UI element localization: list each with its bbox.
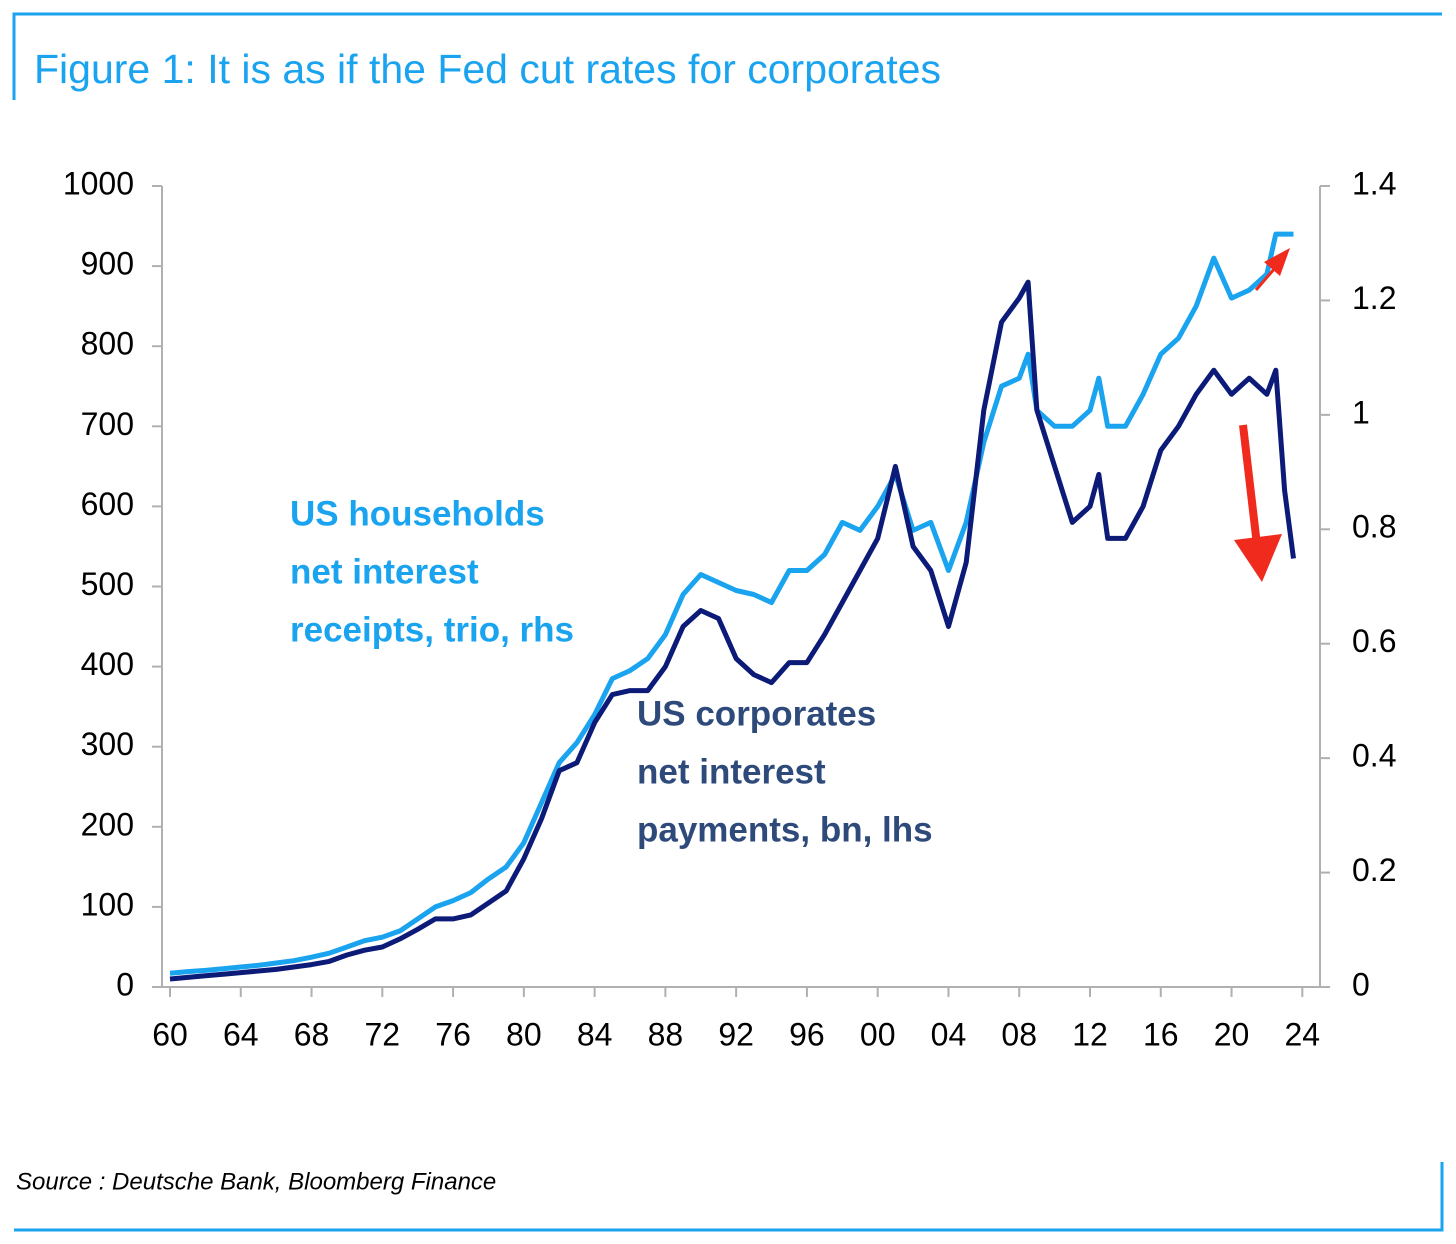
annotation: net interest (637, 752, 826, 791)
arrow-up (1254, 267, 1277, 291)
x-tick-label: 12 (1072, 1016, 1108, 1052)
x-tick-label: 08 (1001, 1016, 1037, 1052)
y-tick-label: 400 (81, 646, 134, 682)
annotation: net interest (290, 552, 479, 591)
y-tick-label: 0 (116, 966, 134, 1002)
x-tick-label: 88 (648, 1016, 684, 1052)
annotation: payments, bn, lhs (637, 810, 933, 849)
arrow-up-head (1264, 248, 1290, 276)
arrow-down (1239, 424, 1261, 546)
annotation: receipts, trio, rhs (290, 610, 574, 649)
y-tick-label: 500 (81, 566, 134, 602)
y2-tick-label: 1.4 (1352, 165, 1396, 201)
y-tick-label: 800 (81, 326, 134, 362)
x-tick-label: 60 (152, 1016, 188, 1052)
x-tick-label: 04 (931, 1016, 967, 1052)
y2-tick-label: 1.2 (1352, 280, 1396, 316)
y-tick-label: 200 (81, 806, 134, 842)
y-tick-label: 100 (81, 886, 134, 922)
source: Source : Deutsche Bank, Bloomberg Financ… (16, 1168, 496, 1195)
x-tick-label: 20 (1214, 1016, 1250, 1052)
annotation: US corporates (637, 694, 876, 733)
y-tick-label: 1000 (63, 165, 134, 201)
y-tick-label: 700 (81, 406, 134, 442)
y2-tick-label: 0.2 (1352, 852, 1396, 888)
arrow-down-head (1234, 534, 1282, 582)
x-tick-label: 84 (577, 1016, 613, 1052)
frame-top (12, 12, 1442, 100)
x-tick-label: 24 (1285, 1016, 1321, 1052)
series-line (169, 231, 1294, 976)
plot: 0100200300400500600700800900100000.20.40… (63, 165, 1397, 1052)
x-tick-label: 16 (1143, 1016, 1179, 1052)
y2-tick-label: 0 (1352, 966, 1370, 1002)
y2-tick-label: 1 (1352, 394, 1370, 430)
x-tick-label: 64 (223, 1016, 259, 1052)
y2-tick-label: 0.6 (1352, 623, 1396, 659)
annotation: US households (290, 494, 545, 533)
frame-bottom (14, 1162, 1444, 1232)
x-tick-label: 80 (506, 1016, 542, 1052)
x-tick-label: 96 (789, 1016, 825, 1052)
y-tick-label: 900 (81, 246, 134, 282)
x-tick-label: 00 (860, 1016, 896, 1052)
y2-tick-label: 0.4 (1352, 738, 1396, 774)
y-tick-label: 600 (81, 486, 134, 522)
y-tick-label: 300 (81, 726, 134, 762)
x-tick-label: 76 (435, 1016, 471, 1052)
chart-title: Figure 1: It is as if the Fed cut rates … (34, 46, 941, 92)
series-line (169, 279, 1296, 982)
x-tick-label: 68 (294, 1016, 330, 1052)
y2-tick-label: 0.8 (1352, 509, 1396, 545)
x-tick-label: 72 (365, 1016, 401, 1052)
x-tick-label: 92 (718, 1016, 754, 1052)
